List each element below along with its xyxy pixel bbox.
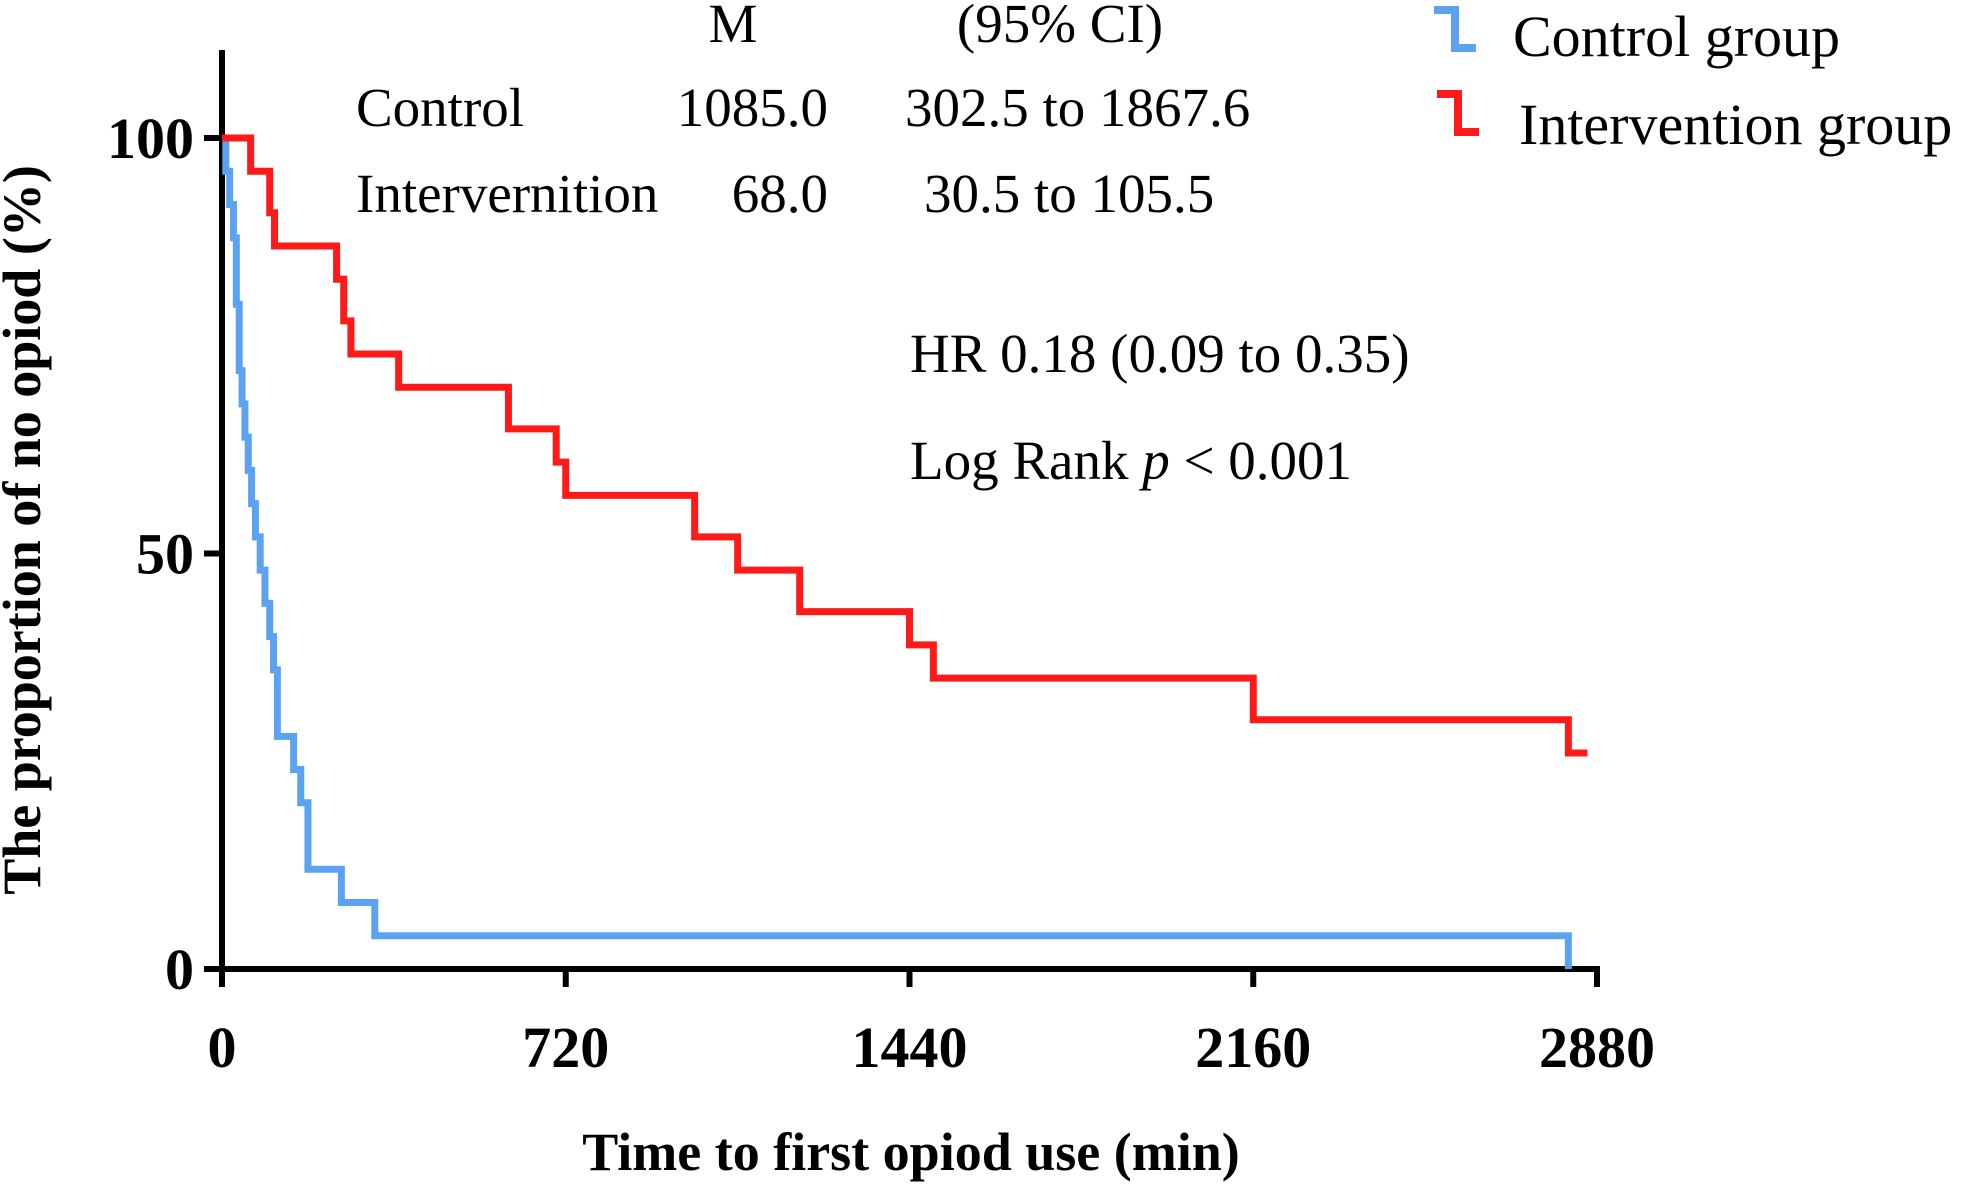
- series-control-line: [222, 134, 1572, 969]
- log-rank-prefix: Log Rank: [910, 430, 1142, 491]
- hazard-ratio-label: HR 0.18 (0.09 to 0.35): [910, 323, 1410, 384]
- log-rank-p: p: [1138, 430, 1170, 491]
- table-header-median: M: [709, 0, 758, 54]
- series-intervention-line: [222, 134, 1588, 757]
- x-tick-label: 720: [522, 1015, 609, 1080]
- table-row-ci: 30.5 to 105.5: [924, 163, 1214, 224]
- log-rank-label: Log Rank p < 0.001: [910, 430, 1352, 491]
- table-row-ci: 302.5 to 1867.6: [905, 77, 1250, 138]
- y-tick-label: 0: [165, 937, 194, 1002]
- table-row-median: 1085.0: [677, 77, 828, 138]
- table-row-group: Intervernition: [356, 163, 658, 224]
- y-tick-label: 100: [107, 106, 194, 171]
- x-axis-title: Time to first opiod use (min): [582, 1122, 1240, 1182]
- legend-swatch-control: [1434, 6, 1476, 52]
- legend-swatch-intervention: [1437, 90, 1479, 136]
- x-tick-label: 1440: [852, 1015, 968, 1080]
- x-tick-label: 2160: [1195, 1015, 1311, 1080]
- median-table: M (95% CI) Control 1085.0 302.5 to 1867.…: [356, 0, 1250, 224]
- table-row-median: 68.0: [732, 163, 828, 224]
- y-ticks: 0 50 100: [107, 106, 222, 1002]
- table-row-group: Control: [356, 77, 524, 138]
- x-ticks: 0 720 1440 2160 2880: [208, 969, 1655, 1080]
- legend: Control group Intervention group: [1434, 4, 1952, 157]
- x-tick-label: 0: [208, 1015, 237, 1080]
- series-layer: [222, 134, 1588, 969]
- legend-label-control: Control group: [1513, 4, 1840, 69]
- y-axis-title: The proportion of no opiod (%): [0, 165, 52, 895]
- log-rank-suffix: < 0.001: [1170, 430, 1352, 491]
- legend-label-intervention: Intervention group: [1519, 92, 1952, 157]
- x-tick-label: 2880: [1539, 1015, 1655, 1080]
- y-tick-label: 50: [136, 522, 194, 587]
- table-header-ci: (95% CI): [957, 0, 1163, 54]
